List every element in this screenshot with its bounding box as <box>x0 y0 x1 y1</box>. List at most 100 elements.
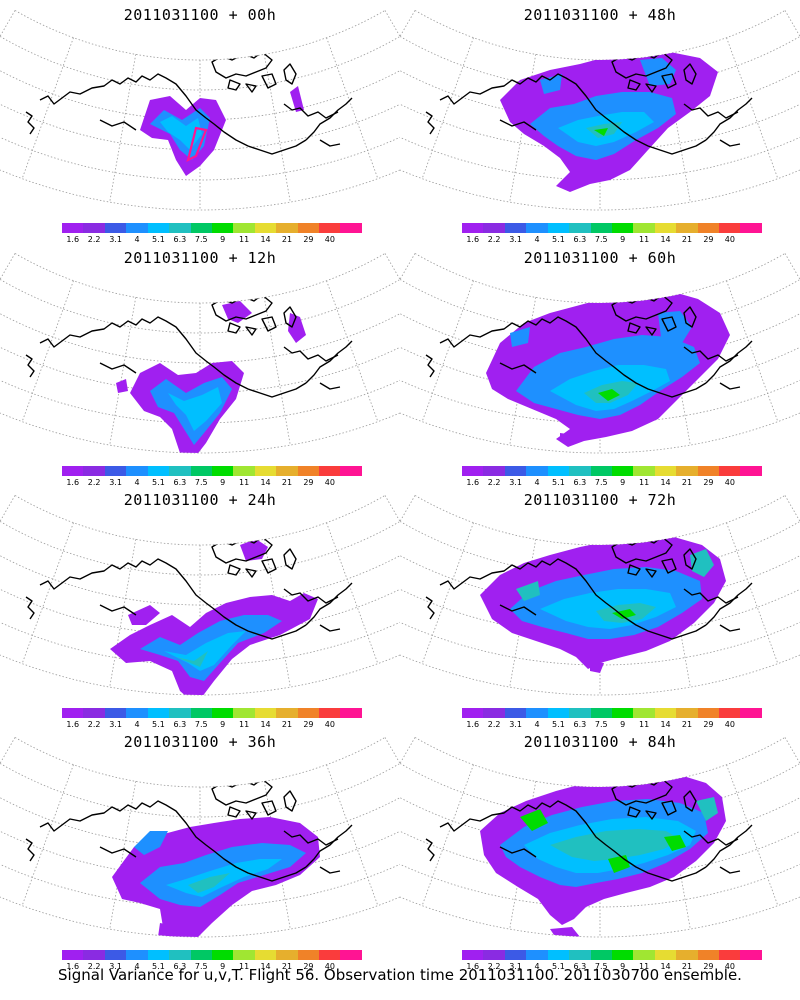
colorbar-tick-label: 11 <box>239 962 250 971</box>
latitude-line <box>400 830 800 878</box>
panel-title: 2011031100 + 24h <box>123 491 277 509</box>
meridian-line <box>263 297 291 446</box>
coastline <box>261 800 277 816</box>
coastline <box>705 340 753 384</box>
colorbar-tick-label: 1.6 <box>66 235 80 244</box>
latitude-line <box>0 346 400 394</box>
colorbar-tick-label: 1.6 <box>66 962 80 971</box>
colorbar-tick-label: 14 <box>660 235 671 244</box>
colorbar-swatch <box>211 223 234 233</box>
coastline <box>39 558 307 640</box>
colorbar-swatch <box>340 466 362 476</box>
coastline <box>719 866 741 874</box>
coastline-layer <box>425 294 753 398</box>
colorbar-swatch <box>62 223 84 233</box>
coastline <box>439 558 707 640</box>
colorbar-tick-label: 4 <box>534 478 540 487</box>
colorbar-tick-label: 14 <box>260 235 271 244</box>
colorbar-swatch <box>276 466 298 476</box>
meridian-line <box>109 539 137 688</box>
variance-field <box>112 817 320 937</box>
colorbar-tick-label: 40 <box>724 720 735 729</box>
colorbar-tick-label: 9 <box>620 962 626 971</box>
coastline <box>719 624 741 632</box>
colorbar-tick-label: 3.1 <box>509 478 522 487</box>
colorbar-swatch <box>126 466 148 476</box>
colorbar-tick-label: 9 <box>220 962 226 971</box>
coastline <box>719 139 741 147</box>
colorbar-tick-label: 40 <box>324 478 335 487</box>
colorbar-tick-label: 9 <box>220 235 226 244</box>
meridian-line <box>726 37 779 179</box>
variance-contour <box>168 387 222 431</box>
latitude-line <box>414 495 786 546</box>
coastline <box>227 806 241 818</box>
panel-title: 2011031100 + 72h <box>523 491 677 509</box>
colorbar-tick-label: 9 <box>620 720 626 729</box>
map-plot <box>0 737 400 938</box>
coastline <box>283 588 339 604</box>
colorbar-tick-label: 4 <box>134 720 140 729</box>
meridian-line <box>384 253 400 281</box>
colorbar-tick-label: 5.1 <box>552 235 565 244</box>
variance-contour <box>116 379 128 393</box>
colorbar-swatch <box>104 950 127 960</box>
colorbar-swatch <box>83 708 105 718</box>
colorbar-labels: 1.6 2.2 3.1 4 5.1 6.3 7.5 9 11 14 21 29 40 <box>450 478 780 488</box>
colorbar-tick-label: 6.3 <box>173 720 187 729</box>
variance-contour <box>612 609 636 619</box>
colorbar-swatch <box>569 223 591 233</box>
colorbar-swatch <box>547 950 570 960</box>
colorbar-tick-label: 4 <box>534 235 540 244</box>
coastline <box>499 846 537 858</box>
colorbar-tick-label: 1.6 <box>466 235 480 244</box>
coastline <box>645 83 657 93</box>
colorbar-tick-label: 40 <box>724 235 735 244</box>
coastline <box>245 810 257 820</box>
coastline <box>661 800 677 816</box>
colorbar <box>462 466 762 476</box>
meridian-line <box>421 280 474 422</box>
variance-contour <box>696 797 718 821</box>
coastline <box>283 103 339 119</box>
colorbar-swatch <box>611 466 634 476</box>
colorbar-swatch <box>319 466 341 476</box>
colorbar-swatch <box>233 708 255 718</box>
coastline <box>439 800 707 882</box>
colorbar <box>462 708 762 718</box>
colorbar-swatch <box>126 223 148 233</box>
coastline <box>683 63 697 85</box>
colorbar-tick-label: 9 <box>620 235 626 244</box>
coastline <box>439 316 707 398</box>
coastline <box>645 810 657 820</box>
colorbar-swatch <box>254 950 277 960</box>
meridian-line <box>263 781 291 930</box>
variance-contour <box>134 831 168 855</box>
coastline-layer <box>425 536 753 640</box>
meridian-line <box>784 495 800 523</box>
colorbar-swatch <box>526 950 548 960</box>
colorbar-swatch <box>104 466 127 476</box>
colorbar-tick-label: 6.3 <box>573 235 587 244</box>
colorbar-swatch <box>233 223 255 233</box>
colorbar-swatch <box>462 223 484 233</box>
coastline <box>661 316 677 332</box>
colorbar-tick-label: 2.2 <box>87 235 101 244</box>
colorbar-swatch <box>697 950 720 960</box>
colorbar-tick-label: 4 <box>134 235 140 244</box>
colorbar-tick-label: 21 <box>681 478 693 487</box>
coastline <box>227 322 241 334</box>
colorbar-tick-label: 3.1 <box>109 478 122 487</box>
map-plot <box>0 495 400 696</box>
variance-contour <box>164 631 246 671</box>
colorbar-swatch <box>611 708 634 718</box>
meridian-line <box>109 54 137 203</box>
colorbar-tick-label: 11 <box>239 720 250 729</box>
coastlines <box>25 51 353 155</box>
coastline <box>283 306 297 328</box>
graticule <box>0 10 400 211</box>
colorbar-tick-label: 5.1 <box>152 962 165 971</box>
coastline <box>319 624 341 632</box>
coastline <box>261 316 277 332</box>
colorbar-swatch <box>483 950 505 960</box>
